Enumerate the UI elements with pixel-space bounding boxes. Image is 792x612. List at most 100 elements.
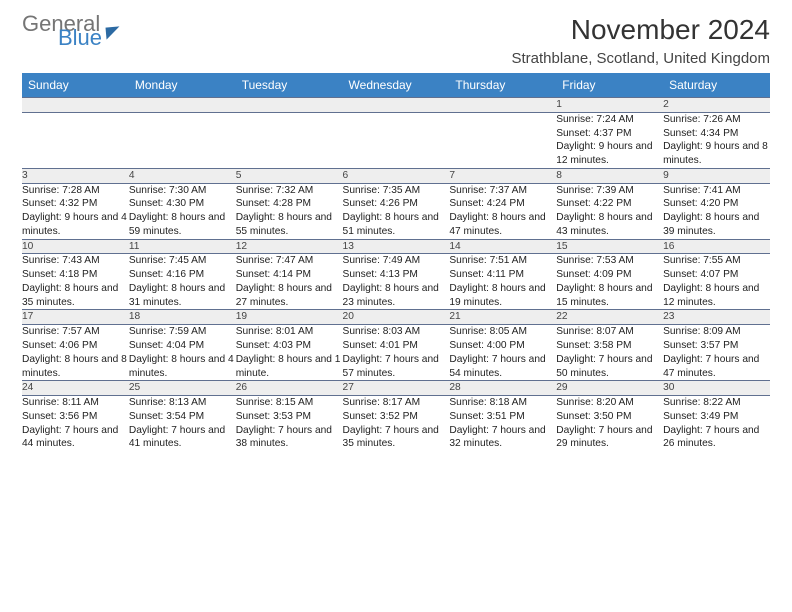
- day-details: Sunrise: 7:28 AMSunset: 4:32 PMDaylight:…: [22, 183, 129, 239]
- sunrise: Sunrise: 8:15 AM: [236, 396, 343, 410]
- daylight: Daylight: 9 hours and 8 minutes.: [663, 140, 770, 168]
- sunset: Sunset: 4:26 PM: [343, 197, 450, 211]
- day-num: 21: [449, 310, 556, 325]
- day-details: Sunrise: 8:17 AMSunset: 3:52 PMDaylight:…: [343, 396, 450, 452]
- daylight: Daylight: 7 hours and 38 minutes.: [236, 424, 343, 452]
- day-num: 23: [663, 310, 770, 325]
- day-header-tuesday: Tuesday: [236, 73, 343, 98]
- day-header-wednesday: Wednesday: [343, 73, 450, 98]
- sunrise: Sunrise: 7:35 AM: [343, 184, 450, 198]
- daylight: Daylight: 8 hours and 12 minutes.: [663, 282, 770, 310]
- sunrise: Sunrise: 7:30 AM: [129, 184, 236, 198]
- day-header-friday: Friday: [556, 73, 663, 98]
- sunrise: Sunrise: 8:11 AM: [22, 396, 129, 410]
- sunset: Sunset: 3:49 PM: [663, 410, 770, 424]
- sunset: Sunset: 4:09 PM: [556, 268, 663, 282]
- daylight: Daylight: 8 hours and 51 minutes.: [343, 211, 450, 239]
- day-details: Sunrise: 7:43 AMSunset: 4:18 PMDaylight:…: [22, 254, 129, 310]
- sunset: Sunset: 4:01 PM: [343, 339, 450, 353]
- day-details: [449, 112, 556, 168]
- day-num: 12: [236, 239, 343, 254]
- day-details: Sunrise: 7:37 AMSunset: 4:24 PMDaylight:…: [449, 183, 556, 239]
- day-details: Sunrise: 7:24 AMSunset: 4:37 PMDaylight:…: [556, 112, 663, 168]
- daylight: Daylight: 8 hours and 55 minutes.: [236, 211, 343, 239]
- day-num: 19: [236, 310, 343, 325]
- day-num: 11: [129, 239, 236, 254]
- daylight: Daylight: 8 hours and 35 minutes.: [22, 282, 129, 310]
- day-details: Sunrise: 8:03 AMSunset: 4:01 PMDaylight:…: [343, 325, 450, 381]
- sunset: Sunset: 4:00 PM: [449, 339, 556, 353]
- daylight: Daylight: 7 hours and 26 minutes.: [663, 424, 770, 452]
- logo-text-2: Blue: [58, 28, 102, 48]
- sunrise: Sunrise: 7:28 AM: [22, 184, 129, 198]
- month-title: November 2024: [512, 14, 771, 46]
- daylight: Daylight: 9 hours and 4 minutes.: [22, 211, 129, 239]
- day-details: [22, 112, 129, 168]
- day-num: 6: [343, 168, 450, 183]
- day-details: Sunrise: 7:47 AMSunset: 4:14 PMDaylight:…: [236, 254, 343, 310]
- week-4-nums: 24252627282930: [22, 381, 770, 396]
- day-details: Sunrise: 7:41 AMSunset: 4:20 PMDaylight:…: [663, 183, 770, 239]
- sunset: Sunset: 4:20 PM: [663, 197, 770, 211]
- day-num: 20: [343, 310, 450, 325]
- daylight: Daylight: 8 hours and 15 minutes.: [556, 282, 663, 310]
- day-header-row: SundayMondayTuesdayWednesdayThursdayFrid…: [22, 73, 770, 98]
- day-details: Sunrise: 7:39 AMSunset: 4:22 PMDaylight:…: [556, 183, 663, 239]
- sunset: Sunset: 4:03 PM: [236, 339, 343, 353]
- daylight: Daylight: 8 hours and 8 minutes.: [22, 353, 129, 381]
- sunset: Sunset: 4:24 PM: [449, 197, 556, 211]
- daylight: Daylight: 7 hours and 29 minutes.: [556, 424, 663, 452]
- day-details: Sunrise: 8:05 AMSunset: 4:00 PMDaylight:…: [449, 325, 556, 381]
- daylight: Daylight: 7 hours and 50 minutes.: [556, 353, 663, 381]
- day-num: 3: [22, 168, 129, 183]
- day-details: [129, 112, 236, 168]
- day-num: 10: [22, 239, 129, 254]
- day-num: 25: [129, 381, 236, 396]
- location: Strathblane, Scotland, United Kingdom: [512, 50, 771, 67]
- sunrise: Sunrise: 7:41 AM: [663, 184, 770, 198]
- sunrise: Sunrise: 7:53 AM: [556, 254, 663, 268]
- day-num: 9: [663, 168, 770, 183]
- day-num: 26: [236, 381, 343, 396]
- header: General Blue November 2024 Strathblane, …: [22, 14, 770, 67]
- week-3-details: Sunrise: 7:57 AMSunset: 4:06 PMDaylight:…: [22, 325, 770, 381]
- sunrise: Sunrise: 8:07 AM: [556, 325, 663, 339]
- sunrise: Sunrise: 8:03 AM: [343, 325, 450, 339]
- sunset: Sunset: 4:18 PM: [22, 268, 129, 282]
- day-details: Sunrise: 7:32 AMSunset: 4:28 PMDaylight:…: [236, 183, 343, 239]
- daylight: Daylight: 8 hours and 47 minutes.: [449, 211, 556, 239]
- sunset: Sunset: 3:58 PM: [556, 339, 663, 353]
- day-num: 7: [449, 168, 556, 183]
- day-num: [343, 98, 450, 113]
- week-1-nums: 3456789: [22, 168, 770, 183]
- day-header-sunday: Sunday: [22, 73, 129, 98]
- daylight: Daylight: 8 hours and 23 minutes.: [343, 282, 450, 310]
- daylight: Daylight: 8 hours and 59 minutes.: [129, 211, 236, 239]
- daylight: Daylight: 7 hours and 32 minutes.: [449, 424, 556, 452]
- week-2-details: Sunrise: 7:43 AMSunset: 4:18 PMDaylight:…: [22, 254, 770, 310]
- day-details: Sunrise: 7:49 AMSunset: 4:13 PMDaylight:…: [343, 254, 450, 310]
- day-num: [22, 98, 129, 113]
- day-num: 8: [556, 168, 663, 183]
- day-details: Sunrise: 7:30 AMSunset: 4:30 PMDaylight:…: [129, 183, 236, 239]
- sunset: Sunset: 3:50 PM: [556, 410, 663, 424]
- day-details: Sunrise: 8:18 AMSunset: 3:51 PMDaylight:…: [449, 396, 556, 452]
- sunset: Sunset: 3:56 PM: [22, 410, 129, 424]
- sunrise: Sunrise: 7:45 AM: [129, 254, 236, 268]
- sunrise: Sunrise: 8:22 AM: [663, 396, 770, 410]
- sunset: Sunset: 3:57 PM: [663, 339, 770, 353]
- daylight: Daylight: 8 hours and 19 minutes.: [449, 282, 556, 310]
- day-num: 4: [129, 168, 236, 183]
- calendar: SundayMondayTuesdayWednesdayThursdayFrid…: [22, 73, 770, 451]
- day-num: 27: [343, 381, 450, 396]
- day-num: 29: [556, 381, 663, 396]
- day-num: 17: [22, 310, 129, 325]
- sunrise: Sunrise: 7:24 AM: [556, 113, 663, 127]
- sunrise: Sunrise: 7:32 AM: [236, 184, 343, 198]
- day-details: Sunrise: 8:07 AMSunset: 3:58 PMDaylight:…: [556, 325, 663, 381]
- sunset: Sunset: 4:07 PM: [663, 268, 770, 282]
- day-details: Sunrise: 7:51 AMSunset: 4:11 PMDaylight:…: [449, 254, 556, 310]
- sunrise: Sunrise: 8:17 AM: [343, 396, 450, 410]
- sunset: Sunset: 4:14 PM: [236, 268, 343, 282]
- sunset: Sunset: 4:13 PM: [343, 268, 450, 282]
